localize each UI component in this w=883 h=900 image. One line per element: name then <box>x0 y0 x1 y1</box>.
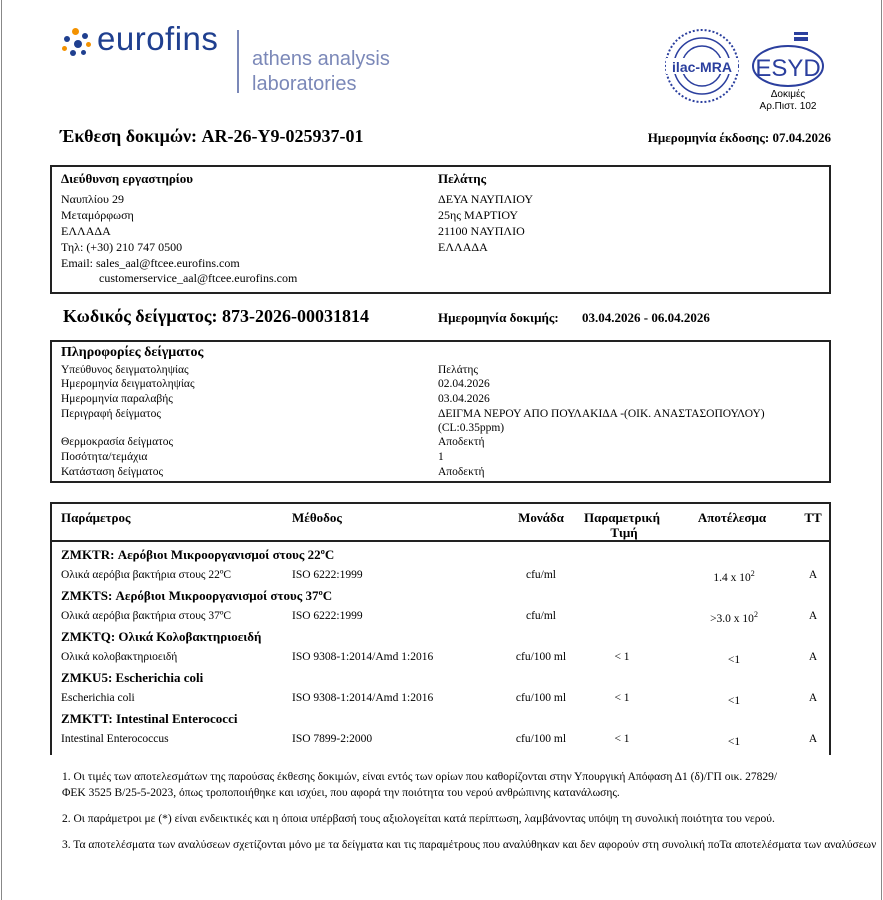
logo-divider <box>237 30 239 93</box>
result-unit: cfu/ml <box>525 610 557 622</box>
client-line: ΔΕΥΑ ΝΑΥΠΛΙΟΥ <box>438 192 534 206</box>
test-group-title: ZMKU5: Escherichia coli <box>61 670 204 685</box>
lab-name-line1: athens analysis <box>252 48 390 70</box>
result-method: ISO 9308-1:2014/Amd 1:2016 <box>292 651 434 663</box>
col-header-parameter: Παράμετρος <box>61 510 131 525</box>
lab-phone: Τηλ: (+30) 210 747 0500 <box>61 240 183 254</box>
note-2: 2. Οι παράμετροι με (*) είναι ενδεικτικέ… <box>62 813 775 825</box>
result-tt: A <box>808 569 818 581</box>
lab-address-line: ΕΛΛΑΔΑ <box>61 224 111 238</box>
test-group-title: ZMKTS: Αερόβιοι Μικροοργανισμοί στους 37… <box>61 588 333 603</box>
result-value: >3.0 x 102 <box>710 610 758 625</box>
sample-info-label: Ποσότητα/τεμάχια <box>61 451 148 463</box>
col-header-unit: Μονάδα <box>518 510 564 525</box>
sample-info-value: 1 <box>438 451 444 463</box>
sample-info-value: 03.04.2026 <box>438 393 490 405</box>
lab-address-heading: Διεύθυνση εργαστηρίου <box>61 171 194 186</box>
result-parameter: Intestinal Enterococcus <box>61 733 169 745</box>
col-header-param-value-2: Τιμή <box>610 525 638 540</box>
sample-info-box <box>50 340 831 483</box>
issue-date: Ημερομηνία έκδοσης: 07.04.2026 <box>647 130 831 145</box>
esyd-caption-cert: Αρ.Πιστ. 102 <box>759 101 817 112</box>
brand-name: eurofins <box>97 20 219 57</box>
result-param-value: < 1 <box>614 692 630 704</box>
sample-info-value: 02.04.2026 <box>438 378 490 390</box>
result-tt: A <box>808 610 818 622</box>
note-1-cont: ΦΕΚ 3525 Β/25-5-2023, όπως τροποποιήθηκε… <box>62 787 620 799</box>
result-parameter: Ολικά αερόβια βακτήρια στους 22ºC <box>61 569 232 581</box>
result-parameter: Escherichia coli <box>61 692 135 704</box>
sample-info-value: ΔΕΙΓΜΑ ΝΕΡΟΥ ΑΠΟ ΠΟΥΛΑΚΙΔΑ -(ΟΙΚ. ΑΝΑΣΤΑ… <box>438 408 765 420</box>
col-header-tt: ΤΤ <box>804 510 822 525</box>
client-line: ΕΛΛΑΔΑ <box>438 240 488 254</box>
sample-info-label: Περιγραφή δείγματος <box>61 408 161 420</box>
table-left-border <box>50 502 52 755</box>
client-heading: Πελάτης <box>438 171 487 186</box>
result-unit: cfu/100 ml <box>515 692 567 704</box>
test-group-title: ZMKTT: Intestinal Enterococci <box>61 711 238 726</box>
svg-text:ESYD: ESYD <box>755 55 820 82</box>
ilac-mra-logo: ilac-MRA <box>664 28 740 104</box>
result-param-value: < 1 <box>614 651 630 663</box>
sample-info-label: Υπεύθυνος δειγματοληψίας <box>61 364 189 376</box>
table-right-border <box>829 502 831 755</box>
result-parameter: Ολικά αερόβια βακτήρια στους 37ºC <box>61 610 232 622</box>
sample-info-value: Αποδεκτή <box>438 466 485 478</box>
lab-address-line: Ναυπλίου 29 <box>61 192 124 206</box>
sample-info-label: Ημερομηνία δειγματοληψίας <box>61 378 195 390</box>
col-header-result: Αποτέλεσμα <box>697 510 767 525</box>
lab-email[interactable]: Email: sales_aal@ftcee.eurofins.com <box>61 256 240 270</box>
lab-name-line2: laboratories <box>252 73 357 95</box>
result-unit: cfu/ml <box>525 569 557 581</box>
esyd-caption-tests: Δοκιμές <box>770 89 806 100</box>
result-tt: A <box>808 651 818 663</box>
result-value: <1 <box>727 735 741 748</box>
test-date-label: Ημερομηνία δοκιμής: <box>438 310 559 325</box>
sample-info-value: Πελάτης <box>438 364 478 376</box>
table-header-border <box>50 540 831 542</box>
result-value: <1 <box>727 694 741 707</box>
sample-info-label: Θερμοκρασία δείγματος <box>61 436 174 448</box>
result-value: 1.4 x 102 <box>713 569 755 584</box>
col-header-param-value: Παραμετρική <box>583 510 661 525</box>
esyd-logo: ESYD <box>750 32 826 88</box>
sample-info-heading: Πληροφορίες δείγματος <box>61 345 204 360</box>
col-header-method: Μέθοδος <box>292 510 342 525</box>
result-tt: A <box>808 733 818 745</box>
result-param-value: < 1 <box>614 733 630 745</box>
test-group-title: ZMKTQ: Ολικά Κολοβακτηριοειδή <box>61 629 262 644</box>
lab-address-line: Μεταμόρφωση <box>61 208 134 222</box>
address-box <box>50 165 831 294</box>
result-method: ISO 6222:1999 <box>292 569 363 581</box>
note-1: 1. Οι τιμές των αποτελεσμάτων της παρούσ… <box>62 771 778 783</box>
svg-text:ilac-MRA: ilac-MRA <box>672 59 732 75</box>
client-line: 21100 ΝΑΥΠΛΙΟ <box>438 224 525 238</box>
client-line: 25ης ΜΑΡΤΙΟΥ <box>438 208 519 222</box>
result-value: <1 <box>727 653 741 666</box>
result-method: ISO 6222:1999 <box>292 610 363 622</box>
table-top-border <box>50 502 831 504</box>
result-method: ISO 7899-2:2000 <box>292 733 373 745</box>
sample-info-value-cont: (CL:0.35ppm) <box>438 422 505 434</box>
report-title: Έκθεση δοκιμών: AR-26-Y9-025937-01 <box>60 126 364 146</box>
result-tt: A <box>808 692 818 704</box>
note-3: 3. Τα αποτελέσματα των αναλύσεων σχετίζο… <box>62 839 877 851</box>
sample-info-label: Ημερομηνία παραλαβής <box>61 393 173 405</box>
test-group-title: ZMKTR: Αερόβιοι Μικροοργανισμοί στους 22… <box>61 547 335 562</box>
result-unit: cfu/100 ml <box>515 651 567 663</box>
test-date: 03.04.2026 - 06.04.2026 <box>582 310 710 325</box>
sample-info-label: Κατάσταση δείγματος <box>61 466 164 478</box>
lab-email-service[interactable]: customerservice_aal@ftcee.eurofins.com <box>99 271 298 285</box>
sample-code: Κωδικός δείγματος: 873-2026-00031814 <box>63 306 369 326</box>
result-unit: cfu/100 ml <box>515 733 567 745</box>
sample-info-value: Αποδεκτή <box>438 436 485 448</box>
result-method: ISO 9308-1:2014/Amd 1:2016 <box>292 692 434 704</box>
result-parameter: Ολικά κολοβακτηριοειδή <box>61 651 178 663</box>
